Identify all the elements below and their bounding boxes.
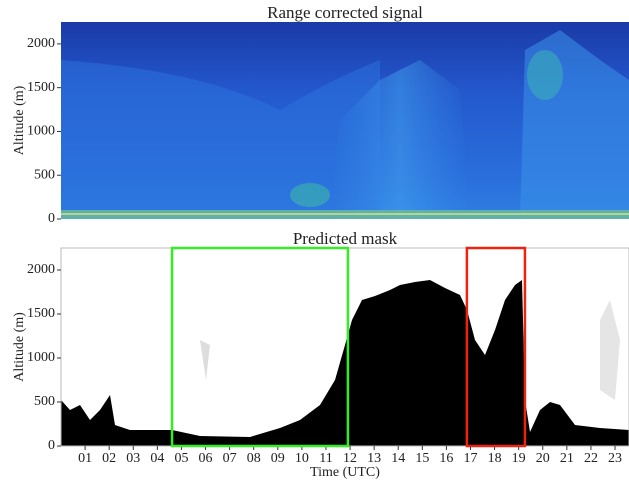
x-tick-label: 12	[343, 451, 357, 466]
x-tick-label: 09	[271, 451, 285, 466]
y-tick-label: 0	[48, 438, 55, 453]
y-tick-label: 2000	[27, 36, 55, 51]
x-tick-label: 13	[367, 451, 381, 466]
x-tick-label: 18	[488, 451, 502, 466]
y-tick-label: 1000	[27, 124, 55, 139]
x-tick-label: 07	[223, 451, 237, 466]
x-tick-label: 04	[150, 451, 164, 466]
x-tick-label: 03	[126, 451, 140, 466]
y-tick-label: 2000	[27, 262, 55, 277]
signal-image	[61, 22, 629, 219]
y-tick-label: 1000	[27, 350, 55, 365]
x-tick-label: 02	[102, 451, 116, 466]
x-tick-label: 17	[463, 451, 477, 466]
x-axis-label: Time (UTC)	[310, 465, 380, 480]
x-tick-label: 15	[415, 451, 429, 466]
y-axis-label: Altitude (m)	[12, 85, 27, 155]
panel-title: Predicted mask	[293, 229, 398, 248]
x-tick-label: 22	[584, 451, 598, 466]
x-tick-label: 05	[174, 451, 188, 466]
y-tick-label: 500	[34, 167, 55, 182]
x-tick-label: 10	[295, 451, 309, 466]
x-tick-label: 20	[536, 451, 550, 466]
x-tick-label: 06	[199, 451, 213, 466]
highlight-box	[170, 246, 350, 448]
x-tick-label: 23	[608, 451, 622, 466]
x-tick-label: 21	[560, 451, 574, 466]
x-tick-label: 08	[247, 451, 261, 466]
y-tick-label: 500	[34, 394, 55, 409]
x-tick-label: 16	[439, 451, 453, 466]
y-tick-label: 1500	[27, 80, 55, 95]
panel-title: Range corrected signal	[267, 3, 423, 22]
y-axis-label: Altitude (m)	[12, 312, 27, 382]
x-tick-label: 14	[391, 451, 405, 466]
highlight-box	[465, 246, 527, 448]
x-tick-label: 01	[78, 451, 92, 466]
x-tick-label: 19	[512, 451, 526, 466]
y-tick-label: 0	[48, 211, 55, 226]
x-tick-label: 11	[319, 451, 332, 466]
y-tick-label: 1500	[27, 306, 55, 321]
mask-image	[60, 247, 629, 447]
